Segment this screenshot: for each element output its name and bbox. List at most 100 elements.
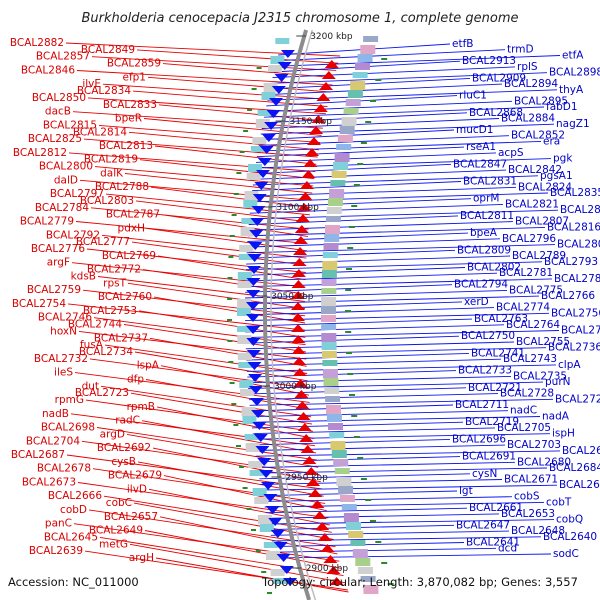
reverse-gene-arrow [248,386,263,394]
kbp-ticks: 3200 kbp 3150 kbp 3100 kbp 3050 kbp 3000 kbp… [257,32,353,574]
connector-line [135,200,310,223]
gc-skew-tick [227,340,233,342]
gene-label: BCAL2711 [455,399,509,411]
forward-gene-arrow [294,225,309,233]
connector-line [143,118,322,136]
cog-box-inner [239,245,254,252]
forward-gene-arrow [291,346,306,354]
gene-label: BCAL2723 [75,387,129,399]
connector-line [245,272,498,282]
forward-gene-arrow [303,159,318,167]
reverse-gene-arrow [246,290,261,298]
gene-label: BCAL2743 [503,353,557,365]
gene-label: argD [100,428,125,440]
connector-line [147,76,331,93]
cog-box-outer [357,567,373,574]
connector-line [157,255,306,281]
connector-line [259,129,455,141]
connector-line [268,519,555,525]
connector-line [244,301,463,310]
cog-box-outer [333,162,349,170]
gene-label: rpmB [127,401,155,413]
reverse-gene-arrow [261,482,276,490]
gene-label: BCAL2787 [106,209,160,221]
connector-line [94,166,314,187]
cog-box-outer [326,207,342,214]
gc-skew-tick [231,214,237,216]
connector-line [260,123,555,135]
connector-line [90,207,309,230]
connector-line [159,516,338,555]
cog-box-inner [275,38,290,44]
gene-label: cobT [546,496,572,508]
label-connector-lines [65,42,561,593]
connector-line [275,55,561,67]
gene-label: pdxH [118,222,145,234]
connector-line [92,468,326,504]
gene-label: BCAL2746A [561,325,600,337]
cog-box-outer [329,432,345,438]
cog-box-inner [237,308,251,316]
gc-skew-tick [231,403,237,405]
kbp-tick-label: 3150 kbp [290,117,333,127]
connector-line [250,410,509,418]
reverse-gene-arrow [246,278,261,286]
gc-skew-tick [247,109,253,111]
cog-box-inner [270,569,285,576]
connector-line [255,450,561,457]
gc-skew-tick [375,79,382,81]
connector-line [142,269,306,295]
gc-skew-tick [239,466,245,468]
gene-label: BCAL2821 [505,198,559,210]
connector-line [251,421,464,429]
reverse-gene-arrow [251,206,266,214]
connector-line [248,221,514,231]
cog-box-outer [355,63,370,70]
forward-gene-arrow [320,544,335,552]
forward-gene-arrow [292,357,307,365]
connector-line [261,118,500,129]
forward-gene-arrow [317,533,332,541]
gene-label: BCAL2884 [501,113,555,125]
cog-box-inner [240,227,255,236]
connector-line [247,226,546,237]
reverse-gene-arrow [254,182,269,190]
connector-line [86,248,306,273]
connector-line [253,169,507,180]
gene-label: rplS [517,61,538,73]
cog-box-inner [244,434,259,440]
connector-line [102,83,330,100]
reverse-gene-arrow [247,254,262,262]
gene-label: BCAL2852 [511,130,565,142]
cog-box-outer [347,90,363,98]
kbp-tick-label: 2950 kbp [285,473,328,483]
forward-gene-arrow [323,555,338,563]
connector-line [250,198,472,209]
gene-label: BCAL2807 [515,216,569,228]
reverse-gene-arrow [250,218,265,226]
reverse-gene-arrow [283,578,298,586]
cog-box-outer [343,513,359,522]
connector-line [155,557,349,593]
gene-label: BCAL2812 [13,147,67,159]
gc-skew-tick [345,289,352,291]
gene-label: BCAL2849 [81,44,135,56]
connector-line [144,530,342,569]
gene-label: BCAL2895 [514,95,568,107]
gene-label: BCAL2831 [463,176,517,188]
connector-line [246,255,511,265]
connector-line [257,461,516,468]
gene-label: cobQ [556,514,583,526]
gene-label: BCAL2857 [36,51,90,63]
gene-label: BCAL2746 [38,312,92,324]
forward-gene-arrow [306,478,321,486]
gc-skew-tick [228,361,234,363]
cog-box-inner [261,92,276,100]
connector-line [261,484,558,491]
connector-line [265,507,468,514]
connector-line [270,530,510,536]
cog-box-outer [328,423,343,430]
gc-skew-tick [381,562,388,564]
connector-line [127,282,306,310]
gene-label: BCAL2680 [517,456,571,468]
